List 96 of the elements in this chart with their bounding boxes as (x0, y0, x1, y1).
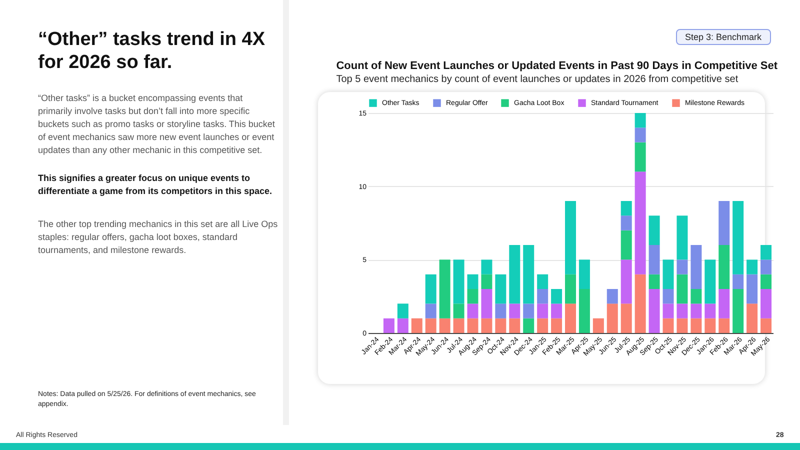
bar (425, 274, 436, 304)
bar (732, 289, 744, 333)
bar (648, 274, 660, 289)
bar (676, 260, 688, 274)
bar (578, 289, 590, 333)
text: “Other” tasks trend in 4X for 2026 so far. (38, 28, 266, 74)
bar (648, 245, 660, 274)
bar (481, 289, 492, 318)
bar (690, 245, 702, 289)
bar (551, 318, 562, 333)
bar (732, 274, 744, 289)
bar (439, 260, 450, 318)
bar (718, 245, 730, 289)
bar (662, 260, 674, 289)
bar (718, 318, 730, 333)
text: This signifies a greater focus on unique events to differentiate a game from its competitors in this space. (38, 172, 274, 198)
bar (578, 260, 590, 289)
bar (760, 318, 772, 333)
bar (425, 318, 436, 333)
bar (453, 318, 464, 333)
bar (592, 318, 604, 333)
bar (606, 289, 618, 304)
bar (690, 318, 702, 333)
bar (537, 274, 548, 289)
bar (509, 318, 520, 333)
bar (397, 304, 408, 318)
bar (662, 318, 674, 333)
bar (523, 318, 534, 333)
bar (620, 260, 632, 304)
text: Step 3: Benchmark (676, 29, 771, 45)
bar (453, 260, 464, 304)
bar (634, 142, 646, 172)
bar (565, 304, 576, 333)
bar (509, 245, 520, 304)
bar (467, 289, 478, 304)
bar (676, 318, 688, 333)
bar (606, 304, 618, 333)
bar (634, 274, 646, 333)
bar (676, 304, 688, 318)
bar (467, 318, 478, 333)
text: The other top trending mechanics in this set are all Live Ops staples: regular offers, gacha loot boxes, standard tournaments, and milestone rewards. (38, 218, 278, 257)
bar (509, 304, 520, 318)
bar (453, 304, 464, 318)
bar (467, 274, 478, 289)
bar (425, 304, 436, 318)
bar (481, 318, 492, 333)
bar (620, 201, 632, 216)
bar (676, 216, 688, 260)
chart-title: Count of New Event Launches or Updated Events in Past 90 Days in Competitive Set (336, 60, 778, 72)
bar (551, 304, 562, 318)
bar (746, 304, 758, 333)
bar (662, 304, 674, 318)
bar (495, 274, 506, 304)
bar (620, 230, 632, 260)
bar (565, 201, 576, 274)
bar (648, 216, 660, 245)
bar (676, 274, 688, 304)
bar (481, 274, 492, 289)
text: “Other tasks” is a bucket encompassing events that primarily involve tasks but don’t fall into more specific buckets such as promo tasks or storyline tasks. This bucket of event mechanics saw more new event launches or event updates than any other mechanic in this competitive set. (38, 92, 276, 157)
bar (537, 304, 548, 318)
bar (634, 128, 646, 142)
bar (704, 318, 716, 333)
bar (551, 289, 562, 304)
bar (746, 274, 758, 304)
bar (620, 216, 632, 230)
bar (495, 318, 506, 333)
bar (537, 289, 548, 304)
bar (523, 304, 534, 318)
bar (690, 304, 702, 318)
bar (383, 318, 394, 333)
bar (620, 304, 632, 333)
bar (732, 201, 744, 274)
bar (718, 201, 730, 245)
bar (565, 274, 576, 304)
bar (718, 289, 730, 318)
bar (760, 274, 772, 289)
bar (495, 304, 506, 318)
bar (690, 289, 702, 304)
bar (397, 318, 408, 333)
bar (634, 113, 646, 128)
bar (760, 260, 772, 274)
bar (439, 318, 450, 333)
chart-subtitle: Top 5 event mechanics by count of event launches or updates in 2026 from competitive set (336, 74, 738, 85)
bar (411, 318, 422, 333)
bar (481, 260, 492, 274)
bar (537, 318, 548, 333)
bar (662, 289, 674, 304)
bar (467, 304, 478, 318)
bar (760, 245, 772, 260)
bar (704, 304, 716, 318)
bar (523, 245, 534, 304)
bar (648, 289, 660, 333)
bar (746, 260, 758, 274)
bar (704, 260, 716, 304)
bar (760, 289, 772, 318)
bar (634, 172, 646, 274)
